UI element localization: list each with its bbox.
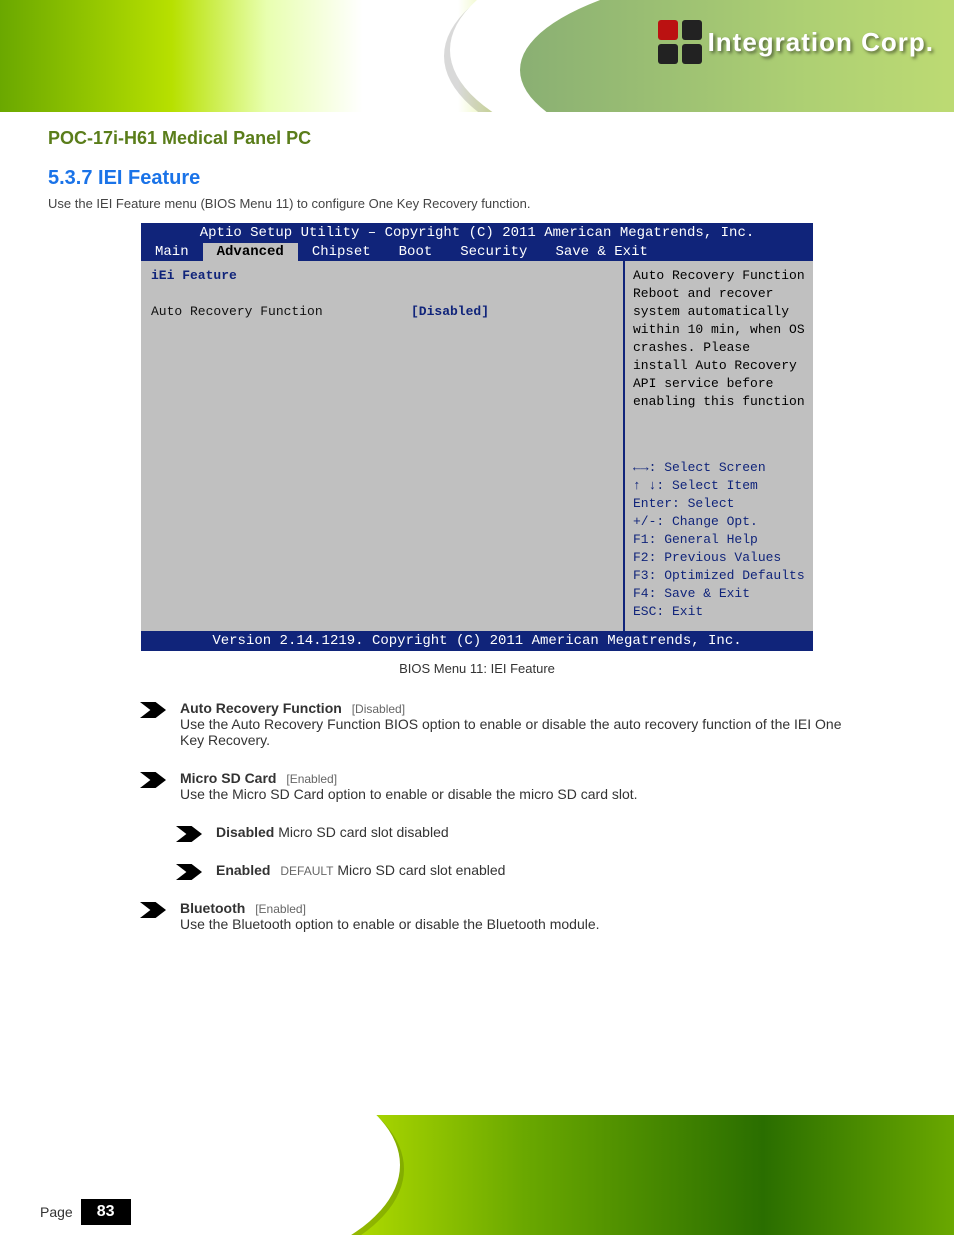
- bios-help-line: F3: Optimized Defaults: [633, 567, 805, 585]
- logo-mark-icon: [658, 20, 702, 64]
- product-name: POC-17i-H61 Medical Panel PC: [48, 128, 906, 149]
- arrows-ud-icon: ↑ ↓: [633, 478, 656, 493]
- explain-item-default: [Enabled]: [286, 772, 337, 786]
- bios-help-description: Auto Recovery Function Reboot and recove…: [633, 267, 805, 411]
- explain-item-body: Use the Micro SD Card option to enable o…: [180, 786, 854, 802]
- explain-item-name: Bluetooth: [180, 900, 245, 916]
- bios-left-panel: iEi Feature Auto Recovery Function [Disa…: [141, 261, 623, 631]
- explain-item: Micro SD Card [Enabled] Use the Micro SD…: [140, 770, 854, 802]
- explain-item: Auto Recovery Function [Disabled] Use th…: [140, 700, 854, 748]
- explain-item-body: Use the Auto Recovery Function BIOS opti…: [180, 716, 854, 748]
- explain-item-default: DEFAULT: [280, 864, 333, 878]
- explain-subitem: Disabled Micro SD card slot disabled: [176, 824, 854, 840]
- bios-help-line: +/-: Change Opt.: [633, 513, 805, 531]
- bios-tab-security[interactable]: Security: [446, 243, 541, 261]
- bios-tab-advanced[interactable]: Advanced: [203, 243, 298, 261]
- explain-item-name: Micro SD Card: [180, 770, 276, 786]
- explain-item: Bluetooth [Enabled] Use the Bluetooth op…: [140, 900, 854, 932]
- bios-option-row[interactable]: Auto Recovery Function [Disabled]: [151, 303, 613, 321]
- explain-item-body: Use the Bluetooth option to enable or di…: [180, 916, 854, 932]
- option-explanations: Auto Recovery Function [Disabled] Use th…: [0, 700, 954, 932]
- bios-utility-title: Aptio Setup Utility – Copyright (C) 2011…: [141, 223, 813, 243]
- explain-item-name: Enabled: [216, 862, 270, 878]
- bios-tab-main[interactable]: Main: [141, 243, 203, 261]
- bios-screenshot: Aptio Setup Utility – Copyright (C) 2011…: [141, 223, 813, 651]
- section-text: Use the IEI Feature menu (BIOS Menu 11) …: [48, 196, 906, 211]
- bios-help-line: Enter: Select: [633, 495, 805, 513]
- explain-item-body: Micro SD card slot disabled: [278, 824, 448, 840]
- bios-tab-bar: Main Advanced Chipset Boot Security Save…: [141, 243, 813, 261]
- bios-tab-boot[interactable]: Boot: [385, 243, 447, 261]
- figure-caption: BIOS Menu 11: IEI Feature: [0, 661, 954, 676]
- footer-banner: Page 83: [0, 1115, 954, 1235]
- header-banner: Integration Corp.: [0, 0, 954, 112]
- explain-subitem: Enabled DEFAULT Micro SD card slot enabl…: [176, 862, 854, 878]
- arrows-lr-icon: ←→: [633, 460, 649, 475]
- bios-help-line: ESC: Exit: [633, 603, 805, 621]
- explain-item-default: [Enabled]: [255, 902, 306, 916]
- bios-help-panel: Auto Recovery Function Reboot and recove…: [623, 261, 813, 631]
- bios-footer: Version 2.14.1219. Copyright (C) 2011 Am…: [141, 631, 813, 651]
- explain-item-name: Auto Recovery Function: [180, 700, 342, 716]
- bios-tab-saveexit[interactable]: Save & Exit: [541, 243, 661, 261]
- explain-item-body: Micro SD card slot enabled: [337, 862, 505, 878]
- bios-panel-heading: iEi Feature: [151, 267, 613, 285]
- company-name: Integration Corp.: [708, 27, 934, 58]
- bios-help-line: F1: General Help: [633, 531, 805, 549]
- page-number: 83: [81, 1199, 131, 1225]
- explain-item-default: [Disabled]: [352, 702, 405, 716]
- bios-help-line: F4: Save & Exit: [633, 585, 805, 603]
- company-logo: Integration Corp.: [658, 20, 934, 64]
- bios-body: iEi Feature Auto Recovery Function [Disa…: [141, 261, 813, 631]
- bios-help-line: ←→: Select Screen: [633, 459, 805, 477]
- page-label: Page: [40, 1204, 73, 1220]
- page-number-box: Page 83: [40, 1199, 131, 1225]
- bios-help-line: ↑ ↓: Select Item: [633, 477, 805, 495]
- bios-option-value: [Disabled]: [411, 303, 613, 321]
- bios-tab-chipset[interactable]: Chipset: [298, 243, 385, 261]
- explain-item-name: Disabled: [216, 824, 274, 840]
- bios-help-line: F2: Previous Values: [633, 549, 805, 567]
- bios-option-name: Auto Recovery Function: [151, 303, 411, 321]
- doc-header: POC-17i-H61 Medical Panel PC 5.3.7 IEI F…: [0, 112, 954, 223]
- section-heading: 5.3.7 IEI Feature: [48, 167, 906, 190]
